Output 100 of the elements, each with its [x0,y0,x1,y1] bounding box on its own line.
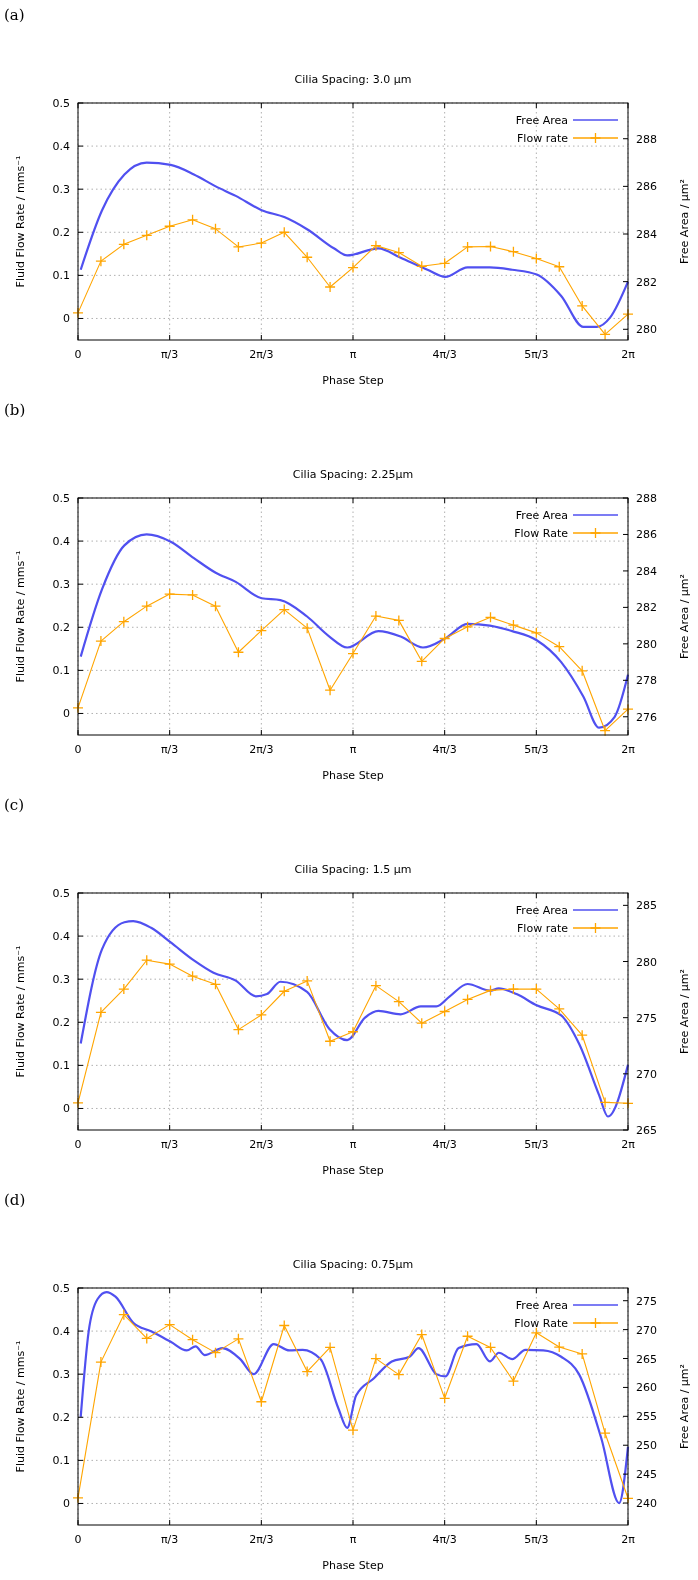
y-axis-title: Fluid Flow Rate / mms⁻¹ [14,550,27,683]
y2-axis-title: Free Area / µm² [678,179,691,264]
x-tick-label: 2π/3 [249,1533,274,1546]
point [209,978,222,990]
point [164,588,176,600]
point [599,1427,611,1439]
y2-tick-label: 288 [636,132,657,146]
point [393,995,405,1008]
x-tick-label: 4π/3 [432,1138,457,1151]
x-axis-title: Phase Step [322,374,384,387]
y-tick-label: 0.2 [52,1411,70,1425]
point [576,1029,588,1041]
point [461,993,474,1006]
legend-label: Flow rate [517,922,569,935]
point [164,958,176,970]
point [370,239,382,252]
x-tick-label: 5π/3 [524,743,549,756]
y-tick-label: 0.3 [52,973,70,987]
legend-label: Flow rate [517,132,569,145]
x-axis-title: Phase Step [322,1559,384,1572]
point [370,610,382,622]
y-tick-label: 0.3 [52,578,70,592]
x-tick-label: π/3 [161,1533,179,1546]
point [95,635,107,647]
point [95,255,107,267]
y2-tick-label: 282 [636,275,657,289]
point [255,1009,267,1021]
x-tick-label: π [349,743,357,756]
x-tick-label: π [349,1533,357,1546]
y2-axis-title: Free Area / µm² [678,1364,691,1449]
x-tick-label: 4π/3 [432,743,457,756]
y-tick-label: 0.5 [52,492,70,505]
point [439,1392,451,1404]
x-tick-label: 2π/3 [249,743,274,756]
point [439,1005,451,1018]
point [164,220,176,232]
point [278,1319,290,1332]
point [507,619,520,631]
point [576,1348,588,1360]
point [393,1368,405,1381]
point [186,1334,199,1346]
point [347,261,359,274]
text: (a) [4,6,25,24]
y2-tick-label: 270 [636,1067,657,1081]
y-tick-label: 0.2 [52,621,70,635]
y2-tick-label: 245 [636,1468,657,1482]
y2-axis-title: Free Area / µm² [678,574,691,659]
x-tick-label: π/3 [161,348,179,361]
point [576,300,588,312]
point [232,241,245,253]
legend-label: Flow Rate [514,527,569,540]
y-tick-label: 0.5 [52,887,70,900]
x-tick-label: 5π/3 [524,1138,549,1151]
y2-tick-label: 284 [636,564,657,578]
point [416,260,428,272]
x-tick-label: π/3 [161,1138,179,1151]
point [324,684,336,696]
point [393,614,405,627]
point [324,1035,336,1047]
point [209,1346,222,1359]
point [461,1330,474,1342]
y-tick-label: 0.1 [52,1059,70,1073]
point [118,983,130,995]
y-tick-label: 0.4 [52,140,70,154]
point [530,252,542,265]
point [141,1332,153,1345]
y2-tick-label: 275 [636,1294,657,1308]
chart-title: Cilia Spacing: 1.5 µm [294,863,412,876]
point [530,1327,542,1339]
x-axis-title: Phase Step [322,1164,384,1177]
point [255,625,267,637]
point [232,1023,245,1036]
y2-tick-label: 284 [636,228,657,242]
y-tick-label: 0 [63,312,70,326]
y2-axis-title: Free Area / µm² [678,969,691,1054]
point [599,1096,611,1109]
x-tick-label: 2π/3 [249,1138,274,1151]
point [507,246,520,258]
point [347,1026,359,1038]
point [232,646,245,658]
chart-title: Cilia Spacing: 0.75µm [292,1258,414,1271]
x-tick-label: 5π/3 [524,348,549,361]
x-tick-label: π [349,348,357,361]
point [164,1318,176,1331]
point [209,223,222,235]
legend-label: Free Area [515,1299,568,1312]
y2-tick-label: 265 [636,1352,657,1366]
point [347,1424,359,1436]
y2-tick-label: 280 [636,955,657,969]
x-tick-label: π/3 [161,743,179,756]
y-tick-label: 0.4 [52,930,70,944]
point [461,621,474,633]
x-tick-label: 4π/3 [432,1533,457,1546]
y-axis-title: Fluid Flow Rate / mms⁻¹ [14,945,27,1078]
y-tick-label: 0.3 [52,1368,70,1382]
point [370,980,382,992]
point [118,238,130,250]
x-tick-label: 0 [74,743,82,756]
point [553,641,565,653]
line-series [79,919,630,1118]
